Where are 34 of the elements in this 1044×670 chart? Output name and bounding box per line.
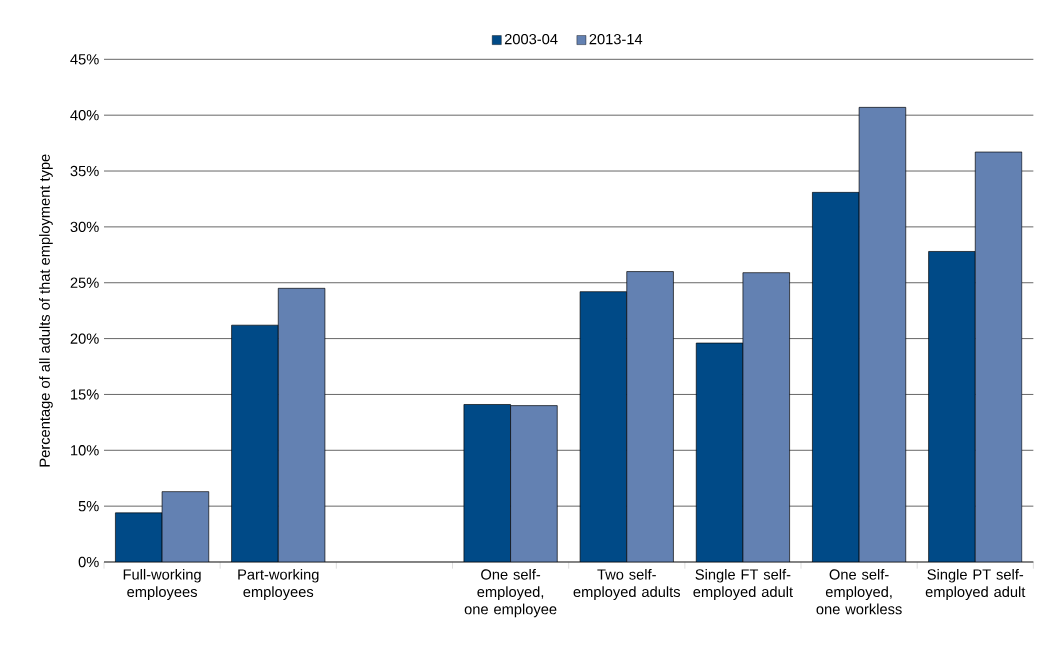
y-tick-label: 20% (70, 333, 99, 344)
y-tick-label: 15% (71, 389, 99, 400)
y-tick-label: 45% (70, 54, 99, 65)
bar (742, 272, 790, 562)
y-tick-label: 30% (70, 221, 99, 233)
legend-label: 2013-14 (589, 33, 643, 45)
bar (162, 491, 209, 562)
bar (463, 404, 511, 562)
bar (928, 251, 976, 562)
y-axis-title: Percentage of all adults of that employment type (39, 154, 53, 467)
bar (580, 291, 627, 562)
bar (974, 151, 1023, 562)
bar (231, 325, 279, 562)
y-tick-label: 0% (78, 556, 99, 568)
x-tick-label: One self-employed, one workless (816, 568, 902, 615)
bar (626, 271, 674, 562)
bar (278, 288, 325, 562)
legend-label: 2003-04 (504, 33, 558, 45)
y-tick-label: 40% (70, 110, 99, 121)
x-tick-label: Single FT self-employed adult (693, 568, 793, 600)
x-tick-label: Full-working employees (123, 568, 201, 600)
bar (696, 343, 743, 562)
bar (115, 512, 163, 562)
x-tick-label: Two self-employed adults (573, 568, 681, 600)
y-tick-label: 10% (71, 445, 99, 456)
bar (859, 107, 906, 562)
y-tick-label: 5% (78, 501, 99, 512)
y-tick-label: 35% (70, 165, 99, 177)
x-tick-label: One self-employed, one employee (464, 568, 557, 618)
bar (812, 192, 860, 562)
y-tick-label: 25% (70, 277, 99, 288)
bar (510, 405, 558, 562)
x-tick-label: Part-working employees (238, 568, 319, 600)
x-tick-label: Single PT self-employed adult (925, 568, 1026, 600)
